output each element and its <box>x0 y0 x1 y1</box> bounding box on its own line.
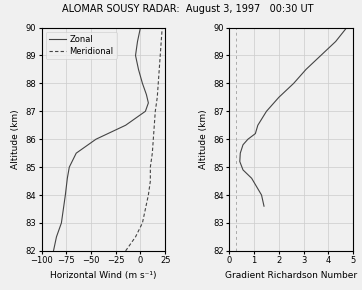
Zonal <box>74 151 79 155</box>
Y-axis label: Altitude (km): Altitude (km) <box>198 109 207 169</box>
Zonal <box>61 207 66 211</box>
Meridional <box>152 124 156 127</box>
Meridional <box>148 179 152 183</box>
Zonal <box>133 54 138 57</box>
Zonal <box>54 235 59 239</box>
Meridional <box>148 165 152 169</box>
Meridional <box>143 207 148 211</box>
Line: Meridional: Meridional <box>126 28 162 251</box>
Zonal <box>51 249 56 253</box>
Zonal <box>63 193 68 197</box>
Legend: Zonal, Meridional: Zonal, Meridional <box>46 32 117 59</box>
Zonal <box>136 68 141 71</box>
Zonal <box>135 40 140 43</box>
X-axis label: Gradient Richardson Number: Gradient Richardson Number <box>225 271 357 280</box>
Zonal <box>146 101 151 105</box>
Line: Zonal: Zonal <box>54 28 148 251</box>
Meridional <box>146 193 151 197</box>
Zonal <box>140 82 144 85</box>
Meridional <box>157 68 161 71</box>
Zonal <box>94 137 98 141</box>
Y-axis label: Altitude (km): Altitude (km) <box>11 109 20 169</box>
Meridional <box>123 249 128 253</box>
Meridional <box>133 235 138 239</box>
Zonal <box>138 26 143 29</box>
Meridional <box>155 96 159 99</box>
Meridional <box>140 221 144 225</box>
Meridional <box>153 110 157 113</box>
Zonal <box>65 177 70 180</box>
Meridional <box>156 82 160 85</box>
Zonal <box>143 110 148 113</box>
Zonal <box>64 185 68 188</box>
Zonal <box>144 93 148 96</box>
Text: ALOMAR SOUSY RADAR:  August 3, 1997   00:30 UT: ALOMAR SOUSY RADAR: August 3, 1997 00:30… <box>63 4 314 14</box>
Meridional <box>158 54 163 57</box>
Zonal <box>123 124 128 127</box>
Meridional <box>151 137 156 141</box>
X-axis label: Horizontal Wind (m s⁻¹): Horizontal Wind (m s⁻¹) <box>50 271 157 280</box>
Zonal <box>67 165 71 169</box>
Meridional <box>160 26 164 29</box>
Meridional <box>159 40 163 43</box>
Zonal <box>59 221 64 225</box>
Meridional <box>150 151 155 155</box>
